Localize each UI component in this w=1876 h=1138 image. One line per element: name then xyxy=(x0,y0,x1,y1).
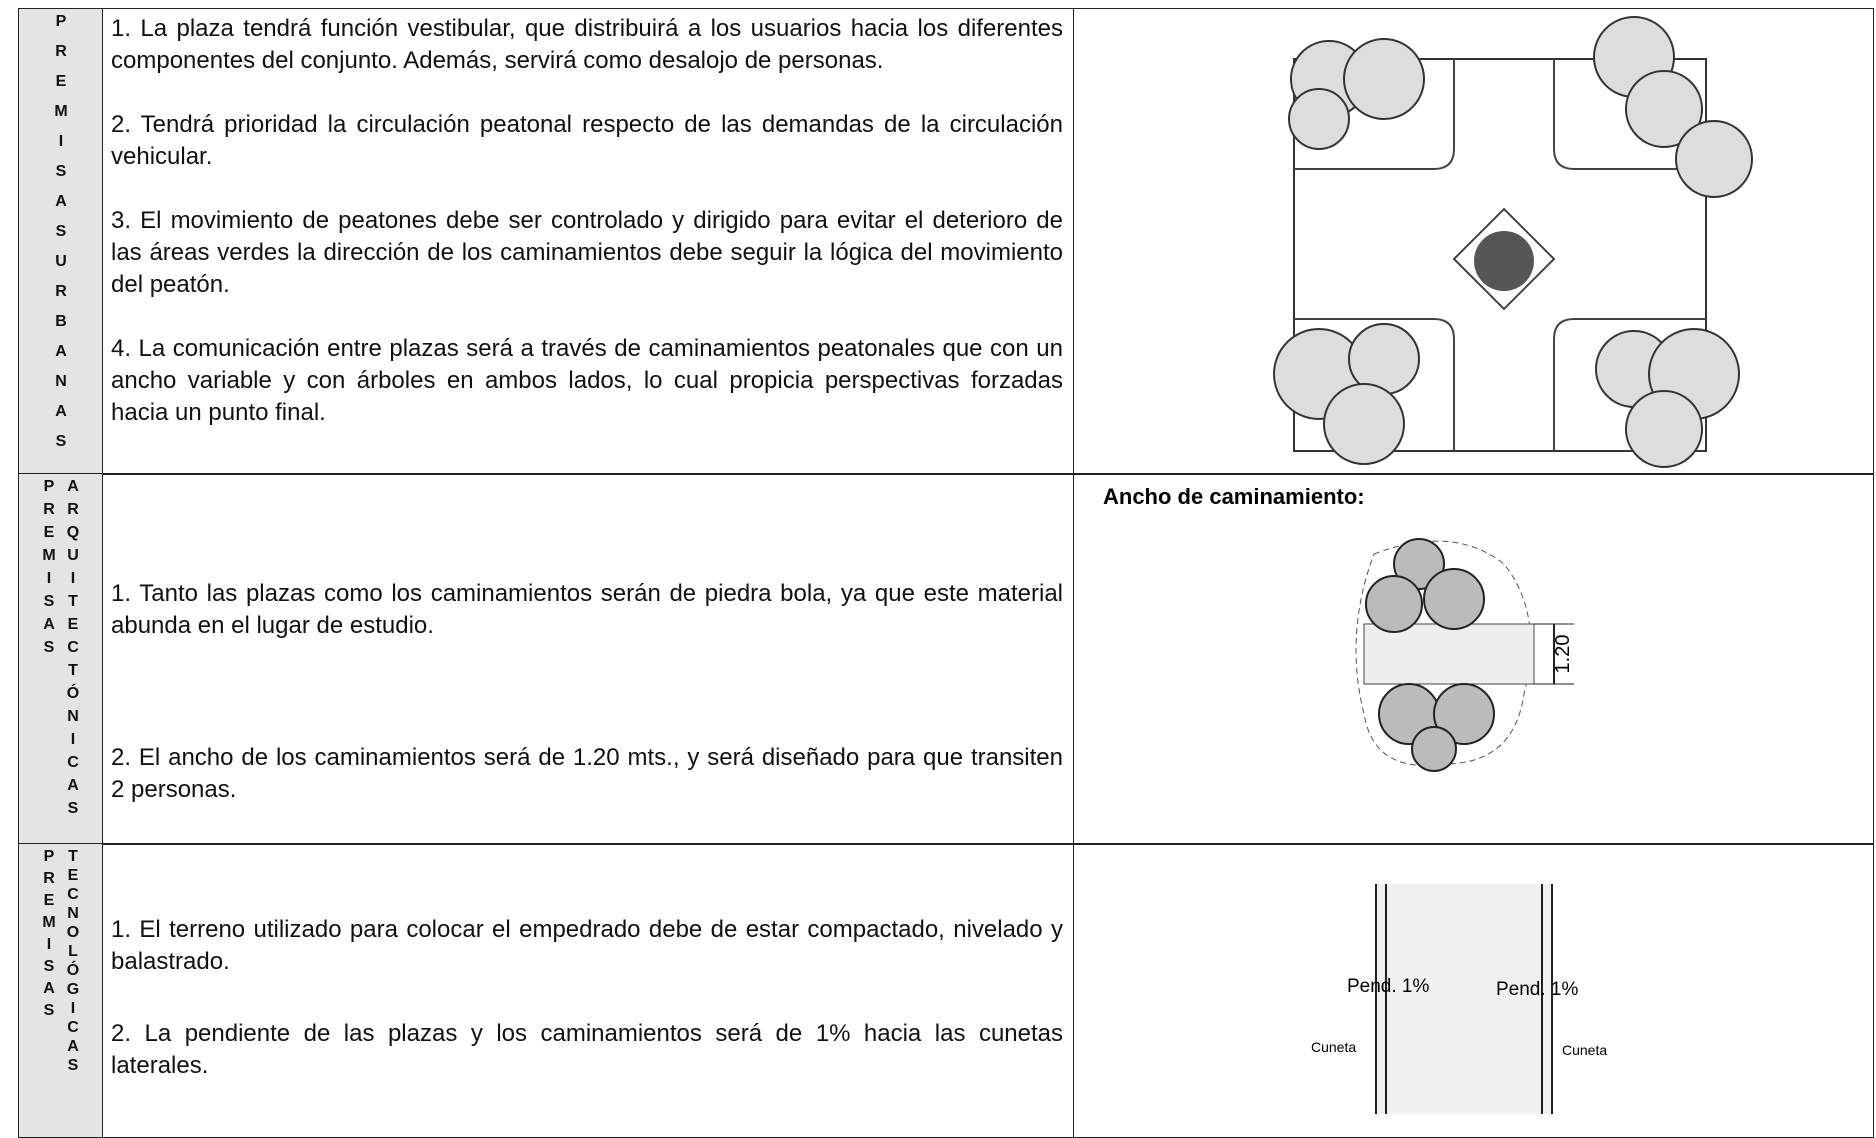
label-word: ARQUITECTÓNICAS xyxy=(64,478,82,823)
item: 3. El movimiento de peatones debe ser co… xyxy=(111,207,1063,298)
slope-label: Pend. 1% xyxy=(1496,979,1578,1000)
premises-text: 1. Tanto las plazas como los caminamient… xyxy=(103,474,1074,844)
dimension-label: 1.20 xyxy=(1552,635,1574,674)
item: 1. La plaza tendrá función vestibular, q… xyxy=(111,15,1063,74)
premises-text: 1. La plaza tendrá función vestibular, q… xyxy=(103,9,1074,474)
gutter-label: Cuneta xyxy=(1311,1039,1356,1055)
item: 2. Tendrá prioridad la circulación peato… xyxy=(111,111,1063,170)
table-row: PREMISAS TECNOLÓGICAS 1. El terreno util… xyxy=(18,843,1874,1138)
item: 2. La pendiente de las plazas y los cami… xyxy=(111,1020,1063,1079)
row-label: PREMISAS URBANAS xyxy=(19,9,103,474)
label-word: PREMISAS xyxy=(40,478,58,662)
item: 1. Tanto las plazas como los caminamient… xyxy=(111,580,1063,639)
plaza-drawing xyxy=(1273,16,1753,468)
figure-title: Ancho de caminamiento: xyxy=(1103,484,1365,509)
item: 2. El ancho de los caminamientos será de… xyxy=(111,744,1063,803)
slope-label: Pend. 1% xyxy=(1347,976,1429,997)
item: 4. La comunicación entre plazas será a t… xyxy=(111,335,1063,426)
table-row: PREMISAS ARQUITECTÓNICAS 1. Tanto las pl… xyxy=(18,473,1874,845)
label-word: PREMISAS xyxy=(52,13,70,253)
row-label: PREMISAS TECNOLÓGICAS xyxy=(19,844,103,1137)
row-label: PREMISAS ARQUITECTÓNICAS xyxy=(19,474,103,844)
item: 1. El terreno utilizado para colocar el … xyxy=(111,916,1063,975)
walkway-width-drawing: Ancho de caminamiento: 1.20 xyxy=(1103,484,1574,772)
label-word: URBANAS xyxy=(52,253,70,463)
slope-drawing: Pend. 1% Pend. 1% Cuneta Cuneta xyxy=(1311,884,1607,1114)
label-word: PREMISAS xyxy=(40,848,58,1024)
label-word: TECNOLÓGICAS xyxy=(64,848,82,1076)
premises-text: 1. El terreno utilizado para colocar el … xyxy=(103,844,1074,1137)
gutter-label: Cuneta xyxy=(1562,1042,1607,1058)
table-row: PREMISAS URBANAS 1. La plaza tendrá func… xyxy=(18,8,1874,475)
